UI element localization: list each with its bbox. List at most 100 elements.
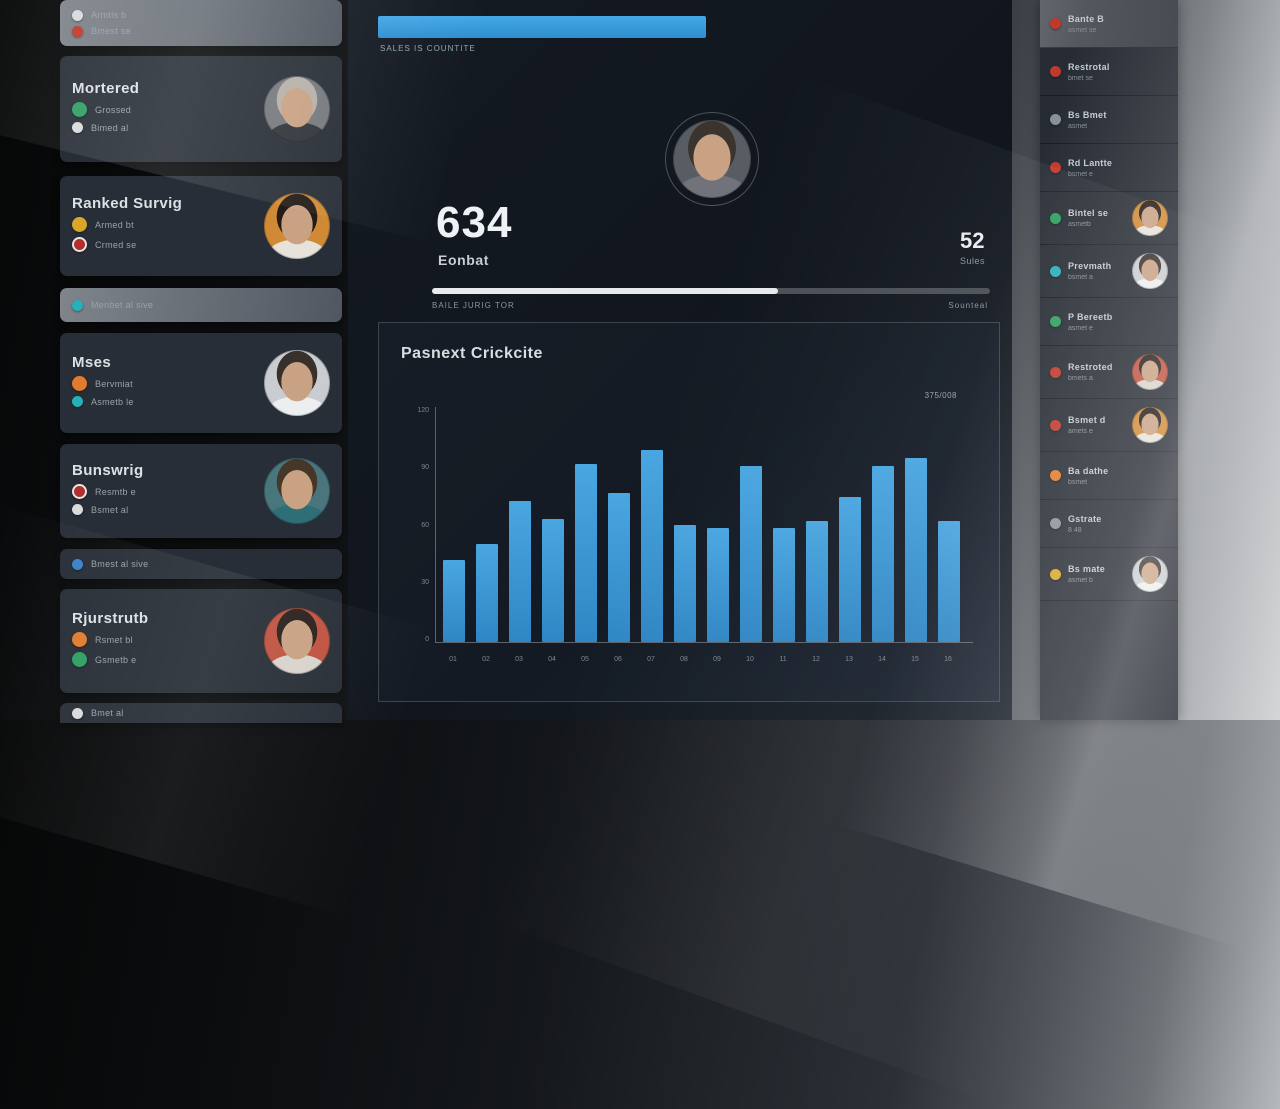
stat-secondary-value: 52 [960,228,985,253]
list-item[interactable]: Bintel se asmetb [1040,192,1178,245]
chart-x-axis-labels: 01 02 03 04 05 06 07 08 09 10 11 12 13 14 15 16 [435,656,973,663]
card-title: Mortered [72,80,140,97]
chart-y-tick: 30 [421,578,429,586]
list-item-sub: bsmet [1068,478,1088,486]
card-line: Gsmetb e [95,654,137,665]
list-item[interactable]: Ba dathe bsmet [1040,452,1178,500]
user-card[interactable]: Ranked Survig Armed bt Crmed se [60,176,342,276]
list-item-text: Gstrate 8 48 [1068,514,1168,534]
card-content: Armtis b Bmest se [72,5,330,42]
user-card[interactable]: Bmet al [60,703,342,723]
card-line: Menbet al sive [91,300,154,310]
card-title: Ranked Survig [72,195,183,212]
list-item[interactable]: Bsmet d amets e [1040,399,1178,452]
list-item[interactable]: Restrotal bmet se [1040,48,1178,96]
avatar [1132,200,1168,236]
avatar [1132,556,1168,592]
list-item-sub: amets e [1068,428,1093,435]
list-item-text: Prevmath bsmet a [1068,261,1125,281]
list-item-title: Bante B [1068,13,1105,24]
green-circle-icon [72,652,87,667]
right-sidebar: Bante B asmet se Restrotal bmet se Bs Bm… [1040,0,1178,720]
list-item-sub: asmet b [1068,577,1093,584]
chart-x-tick: 08 [680,656,688,663]
white-circle-icon [72,504,83,515]
orange-circle-icon [72,376,87,391]
list-item-title: Bs Bmet [1068,109,1107,120]
list-item[interactable]: Restroted bmets a [1040,346,1178,399]
card-title: Mses [72,354,112,371]
chart-bar [740,465,762,642]
list-item-sub: 8 48 [1068,526,1082,534]
card-content: Bunswrig Resmtb e Bsmet al [72,462,254,520]
list-item-text: Bintel se asmetb [1068,208,1125,228]
list-item-sub: asmet e [1068,324,1093,332]
red-circle-icon [1050,419,1061,431]
chart-title: Pasnext Crickcite [401,345,543,362]
top-progress-bar [378,16,706,38]
red-circle-icon [1050,162,1061,173]
chart-plot-area [435,407,973,643]
teal-circle-icon [72,396,83,407]
list-item[interactable]: Bs mate asmet b [1040,548,1178,601]
card-content: Menbet al sive [72,295,330,316]
profile-avatar[interactable] [673,120,751,198]
chart-bar [707,528,729,642]
card-content: Bmest al sive [72,554,330,575]
list-item-text: Ba dathe bsmet [1068,466,1168,486]
card-line: Bmest al sive [91,559,149,569]
user-card[interactable]: Mses Bervmiat Asmetb le [60,333,342,433]
chart-x-tick: 11 [779,656,787,663]
notice-card[interactable]: Menbet al sive [60,288,342,322]
chart-bar [806,520,828,642]
list-item[interactable]: Bante B asmet se [1040,0,1178,48]
card-title: Rjurstrutb [72,610,149,627]
teal-circle-icon [1050,265,1061,277]
chart-y-tick: 60 [421,521,429,529]
list-item[interactable]: P Bereetb asmet e [1040,298,1178,346]
chart-x-tick: 06 [614,656,622,663]
user-card[interactable]: Mortered Grossed Bimed al [60,56,342,162]
chart-x-tick: 04 [548,656,556,663]
gray-circle-icon [1050,114,1061,125]
mid-progress-left-label: Baile jurig tor [432,301,515,310]
status-icon [72,9,83,21]
profile-avatar-ring [665,112,759,206]
chart-x-tick: 16 [944,656,952,663]
list-item-title: Ba dathe [1068,465,1109,476]
list-item[interactable]: Rd Lantte bsmet e [1040,144,1178,192]
card-content: Rjurstrutb Rsmet bl Gsmetb e [72,610,254,672]
chart-y-tick: 90 [421,464,429,472]
list-item-sub: bmets a [1068,375,1093,382]
chart-bar [509,501,531,642]
list-item[interactable]: Gstrate 8 48 [1040,500,1178,548]
dashboard-panel: Sales is countite 634 Eonbat 52 Sules Ba… [348,0,1012,720]
card-content: Bmet al [72,707,330,719]
list-item-sub: asmet [1068,122,1088,130]
green-circle-icon [1050,316,1061,327]
user-card[interactable]: Armtis b Bmest se [60,0,342,46]
list-item[interactable]: Prevmath bsmet a [1040,245,1178,298]
chart-bar [773,528,795,642]
chart-bar [674,524,696,642]
list-item-title: Prevmath [1068,261,1112,271]
list-item[interactable]: Bs Bmet asmet [1040,96,1178,144]
list-item-sub: asmetb [1068,221,1091,228]
list-item-text: Bs Bmet asmet [1068,110,1168,130]
card-line: Armed bt [95,219,134,230]
teal-circle-icon [72,299,83,311]
list-item-sub: bsmet a [1068,274,1093,281]
list-item-text: Bsmet d amets e [1068,415,1125,435]
user-card[interactable]: Bunswrig Resmtb e Bsmet al [60,444,342,538]
list-item-sub: asmet se [1068,26,1097,34]
chart-bar [905,457,927,642]
list-item-text: Bs mate asmet b [1068,564,1125,584]
list-item-title: Gstrate [1068,513,1102,524]
orange-circle-icon [1050,470,1061,481]
notice-card[interactable]: Bmest al sive [60,549,342,579]
chart-y-tick: 120 [417,407,429,414]
chart-x-tick: 01 [449,656,457,663]
user-card[interactable]: Rjurstrutb Rsmet bl Gsmetb e [60,589,342,693]
avatar [264,193,330,259]
